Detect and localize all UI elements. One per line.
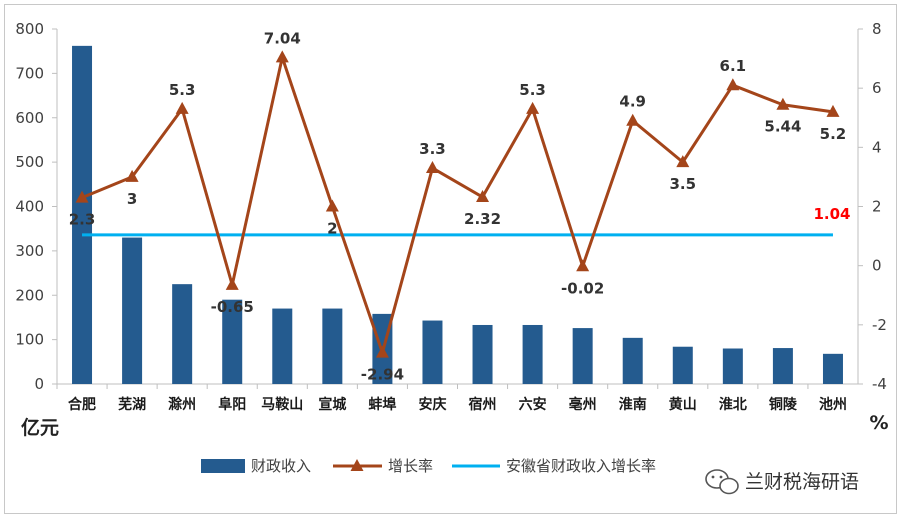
growth-data-label: 2	[327, 220, 337, 238]
category-label: 淮南	[619, 396, 647, 413]
bar	[672, 346, 693, 384]
growth-marker	[726, 78, 740, 91]
bar	[272, 308, 293, 384]
growth-marker	[75, 190, 89, 203]
left-tick-label: 700	[15, 64, 44, 82]
category-label: 蚌埠	[368, 396, 396, 413]
bar	[572, 328, 593, 384]
legend-line-marker	[350, 459, 364, 471]
growth-data-label: -2.94	[361, 366, 404, 384]
data-labels: 2.3 3 5.3 -0.65 7.04 2 -2.94 3.3 2.32 5.3 -0.02 4.9…	[69, 29, 847, 383]
left-tick-label: 400	[15, 198, 44, 216]
growth-marker	[676, 155, 690, 168]
growth-marker	[325, 199, 339, 212]
watermark: 兰财税海研语	[705, 469, 859, 495]
category-label: 宣城	[318, 396, 346, 413]
growth-data-label: 3.5	[669, 175, 696, 193]
growth-marker	[275, 50, 289, 63]
left-tick-label: 300	[15, 242, 44, 260]
growth-data-label: -0.65	[211, 298, 254, 316]
growth-data-label: 5.3	[519, 81, 546, 99]
growth-data-label: 3	[127, 190, 137, 208]
growth-marker	[175, 101, 189, 114]
growth-marker	[776, 97, 790, 110]
left-tick-label: 0	[34, 375, 44, 393]
growth-marker	[526, 101, 540, 114]
category-label: 宿州	[469, 396, 497, 413]
legend: 财政收入 增长率 安徽省财政收入增长率	[201, 457, 656, 475]
category-label: 马鞍山	[261, 396, 303, 413]
bar	[522, 324, 543, 384]
growth-marker	[375, 345, 389, 358]
right-tick-label: 6	[872, 79, 882, 97]
growth-marker	[425, 161, 439, 174]
growth-data-label: 5.3	[169, 81, 196, 99]
watermark-text: 兰财税海研语	[745, 471, 859, 493]
category-label: 池州	[819, 396, 847, 413]
category-label: 合肥	[68, 396, 96, 413]
bar	[772, 348, 793, 384]
category-label: 芜湖	[118, 396, 146, 413]
bar	[422, 320, 443, 384]
category-label: 淮北	[719, 396, 747, 413]
wechat-icon	[705, 469, 739, 495]
right-tick-label: -4	[872, 375, 887, 393]
category-label: 阜阳	[218, 396, 246, 413]
left-tick-label: 600	[15, 109, 44, 127]
growth-data-label: 4.9	[619, 93, 646, 111]
category-label: 安庆	[418, 396, 446, 413]
bar	[722, 348, 743, 384]
growth-marker	[476, 190, 490, 203]
growth-marker	[626, 113, 640, 126]
left-axis-unit: 亿元	[21, 416, 59, 439]
chart-frame	[4, 4, 897, 514]
category-label: 亳州	[569, 396, 597, 413]
bar	[322, 308, 343, 384]
bar	[172, 284, 193, 384]
reference-line: 1.04	[82, 205, 850, 237]
growth-data-label: 6.1	[720, 57, 747, 75]
right-axis-unit: %	[869, 412, 888, 434]
legend-bar-swatch	[201, 459, 245, 473]
bar	[122, 237, 143, 384]
left-tick-label: 100	[15, 331, 44, 349]
growth-marker	[826, 104, 840, 117]
bar-series	[72, 45, 843, 385]
growth-data-label: 5.44	[764, 118, 801, 136]
growth-marker	[125, 169, 139, 182]
legend-bar-label: 财政收入	[251, 457, 311, 475]
legend-ref-label: 安徽省财政收入增长率	[506, 457, 656, 475]
line-series	[75, 50, 840, 358]
growth-marker	[225, 277, 239, 290]
growth-data-label: -0.02	[561, 279, 604, 297]
legend-line-label: 增长率	[388, 457, 433, 475]
reference-line-label: 1.04	[813, 205, 850, 223]
bar	[822, 353, 843, 384]
bar	[472, 324, 493, 384]
growth-data-label: 2.32	[464, 210, 501, 228]
right-tick-label: 8	[872, 20, 882, 38]
axes: 0 100 200 300 400 500 600 700 800 -4 -2 0 2 4 6 8 合肥 芜湖 滁州…	[15, 20, 888, 439]
category-label: 铜陵	[769, 396, 798, 413]
left-tick-label: 200	[15, 286, 44, 304]
right-tick-label: -2	[872, 316, 887, 334]
right-tick-label: 0	[872, 257, 882, 275]
category-label: 滁州	[168, 396, 196, 413]
right-tick-label: 4	[872, 138, 882, 156]
category-label: 六安	[519, 396, 547, 413]
left-tick-label: 500	[15, 153, 44, 171]
growth-marker	[576, 259, 590, 272]
growth-data-label: 5.2	[820, 125, 847, 143]
category-label: 黄山	[669, 396, 697, 413]
bar	[72, 45, 93, 385]
left-tick-label: 800	[15, 20, 44, 38]
bar	[622, 337, 643, 384]
growth-data-label: 7.04	[264, 29, 301, 47]
bar	[222, 299, 243, 384]
growth-data-label: 2.3	[69, 211, 96, 229]
growth-line	[81, 55, 834, 355]
growth-data-label: 3.3	[419, 140, 446, 158]
right-tick-label: 2	[872, 198, 882, 216]
